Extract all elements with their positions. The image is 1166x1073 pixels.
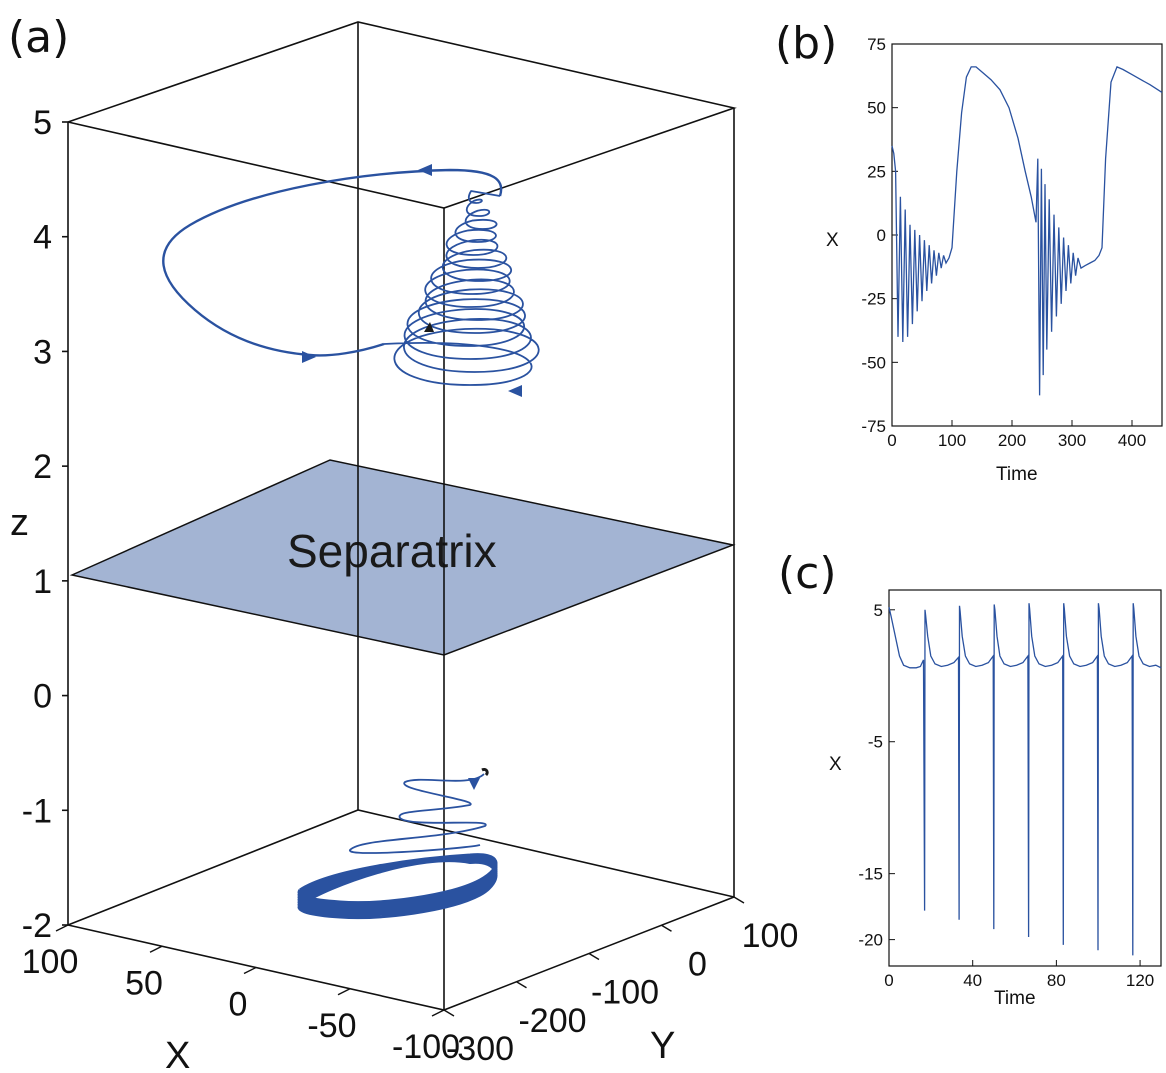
x-tick-label: 100 xyxy=(22,943,79,981)
panel-b-y-ticks: 75 50 25 0 -25 -50 -75 xyxy=(861,35,898,436)
x-tick-mark xyxy=(337,988,351,996)
upper-trajectory xyxy=(162,164,540,397)
lower-limit-cycle xyxy=(297,853,498,920)
z-tick-label: -1 xyxy=(22,792,52,830)
box-bottom-back-edges xyxy=(67,809,735,926)
y-tick-mark xyxy=(516,981,527,989)
panel-c-y-label: X xyxy=(829,754,842,775)
separatrix-label: Separatrix xyxy=(287,525,497,577)
x-tick-label: 0 xyxy=(884,971,893,990)
y-tick-label: 100 xyxy=(742,917,799,955)
z-tick-label: 1 xyxy=(33,563,52,601)
y-tick-label: -20 xyxy=(858,931,883,950)
y-tick-label: -15 xyxy=(858,865,883,884)
panel-b-x-label: Time xyxy=(996,464,1038,485)
x-tick-mark xyxy=(431,1009,445,1017)
x-axis-ticks: 100 50 0 -50 -100 xyxy=(22,924,460,1066)
x-tick-label: 40 xyxy=(963,971,982,990)
z-axis-label: z xyxy=(10,502,29,544)
arrow-marker xyxy=(468,778,480,790)
y-tick-label: -75 xyxy=(861,417,886,436)
arrow-marker xyxy=(418,164,432,176)
y-tick-label: -25 xyxy=(861,290,886,309)
y-tick-label: -5 xyxy=(868,733,883,752)
arrow-marker xyxy=(424,322,434,332)
z-tick-label: -2 xyxy=(22,907,52,945)
arrow-marker xyxy=(508,385,522,397)
y-tick-label: 75 xyxy=(867,35,886,54)
panel-c-label: (c) xyxy=(778,548,837,599)
z-tick-label: 0 xyxy=(33,678,52,716)
y-tick-mark xyxy=(661,924,672,932)
panel-a-label: (a) xyxy=(8,12,69,63)
panel-b-x-ticks: 0 100 200 300 400 xyxy=(887,420,1146,450)
y-tick-label: 5 xyxy=(874,601,883,620)
x-tick-label: 100 xyxy=(938,431,966,450)
y-tick-label: 0 xyxy=(877,226,886,245)
panel-c-x-label: Time xyxy=(994,988,1036,1009)
y-tick-label: -200 xyxy=(518,1002,586,1040)
upper-spiral xyxy=(383,190,540,386)
panel-c-timeseries: (c) 5 -5 -15 -20 0 40 80 120 X Time xyxy=(778,548,1162,1009)
panel-a-3d-plot: (a) Separatrix -2 -1 0 1 2 3 4 5 z 100 50 0 -50 -10… xyxy=(8,12,798,1073)
z-tick-label: 2 xyxy=(33,448,52,486)
panel-c-y-ticks: 5 -5 -15 -20 xyxy=(858,601,895,950)
z-tick-label: 5 xyxy=(33,104,52,142)
y-axis-ticks: -300-200-100 0 100 xyxy=(443,896,799,1068)
x-tick-label: 120 xyxy=(1126,971,1154,990)
lower-trajectory xyxy=(297,768,498,920)
y-axis-label: Y xyxy=(650,1025,675,1067)
separatrix-plane xyxy=(69,459,736,656)
arrow-marker xyxy=(302,351,316,363)
z-tick-label: 4 xyxy=(33,219,52,257)
z-tick-label: 3 xyxy=(33,333,52,371)
box-top-face xyxy=(67,21,737,209)
x-tick-mark xyxy=(149,945,163,953)
y-tick-label: 25 xyxy=(867,162,886,181)
z-axis-ticks: -2 -1 0 1 2 3 4 5 xyxy=(22,104,68,945)
x-tick-mark xyxy=(243,966,257,975)
panel-c-x-ticks: 0 40 80 120 xyxy=(884,960,1154,990)
x-tick-label: 300 xyxy=(1058,431,1086,450)
panel-b-plot-frame xyxy=(891,43,1163,427)
y-tick-label: -300 xyxy=(446,1030,514,1068)
panel-b-timeseries: (b) 75 50 25 0 -25 -50 -75 0 100 200 300 400 X Tim… xyxy=(775,18,1163,485)
y-tick-label: 50 xyxy=(867,99,886,118)
y-tick-label: 0 xyxy=(688,945,707,983)
y-tick-label: -100 xyxy=(591,974,659,1012)
x-tick-label: 0 xyxy=(887,431,896,450)
y-tick-mark xyxy=(443,1009,455,1017)
x-axis-label: X xyxy=(165,1035,190,1073)
y-tick-mark xyxy=(588,952,600,961)
x-tick-label: 80 xyxy=(1047,971,1066,990)
x-tick-label: 50 xyxy=(125,964,163,1002)
x-tick-label: 400 xyxy=(1118,431,1146,450)
panel-b-series-line xyxy=(891,66,1163,396)
x-tick-label: 0 xyxy=(229,986,248,1024)
panel-c-series-line xyxy=(888,603,1162,956)
lower-spiral xyxy=(349,773,487,854)
panel-b-y-label: X xyxy=(826,230,839,251)
x-tick-label: 200 xyxy=(998,431,1026,450)
panel-b-label: (b) xyxy=(775,18,837,69)
y-tick-label: -50 xyxy=(861,353,886,372)
trajectory-start-hook xyxy=(481,768,489,777)
panel-c-plot-frame xyxy=(888,589,1162,967)
x-tick-label: -50 xyxy=(307,1007,356,1045)
x-tick-label: -100 xyxy=(392,1028,460,1066)
x-tick-mark xyxy=(55,924,69,932)
y-tick-mark xyxy=(733,896,745,904)
